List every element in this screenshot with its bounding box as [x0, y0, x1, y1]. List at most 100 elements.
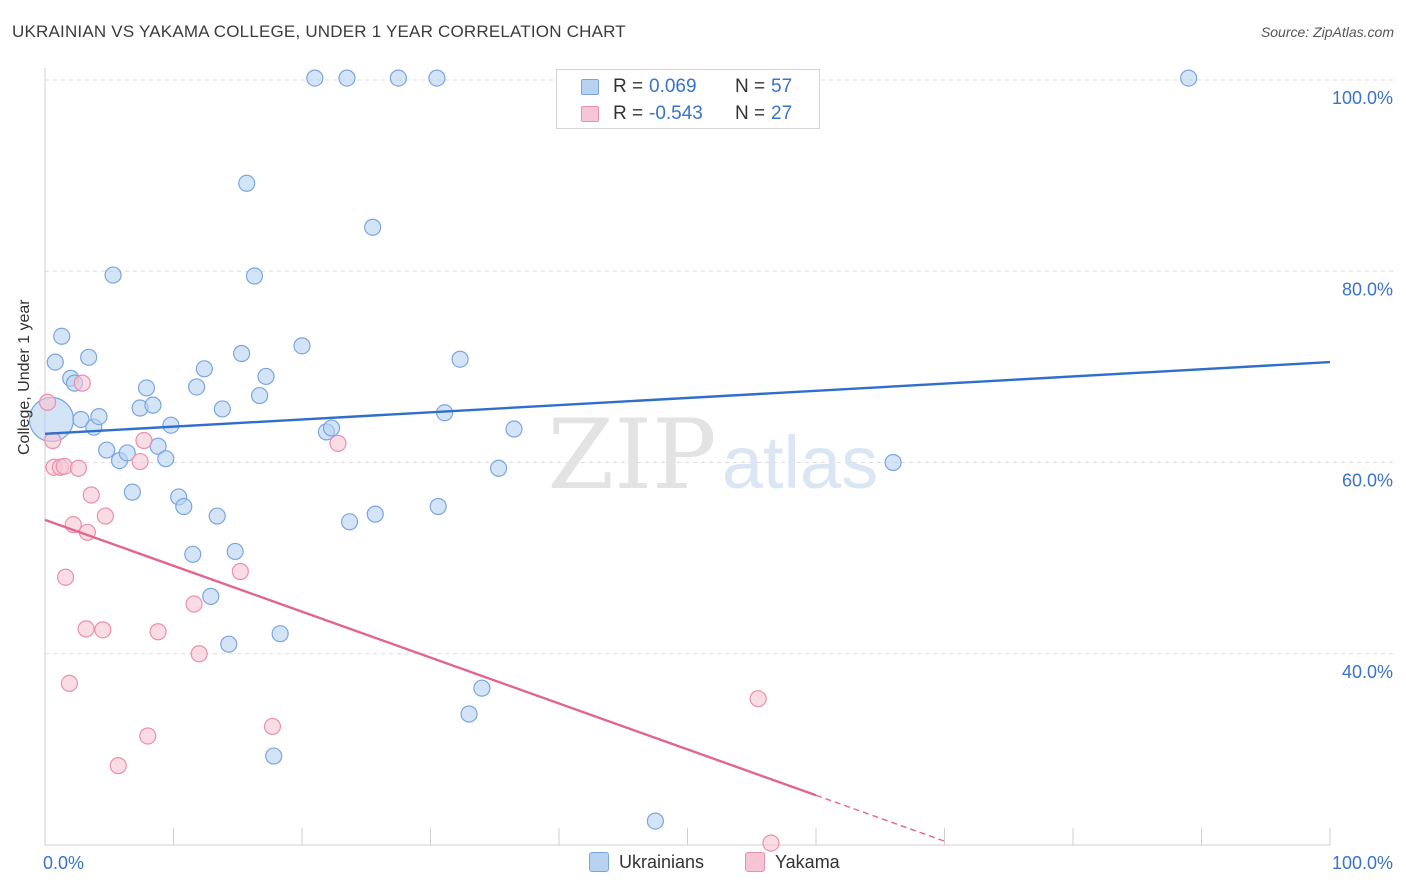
yakama-point [263, 717, 282, 736]
legend-label-yakama: Yakama [775, 852, 840, 872]
yakama-point [149, 623, 167, 641]
yakama-point [131, 452, 149, 471]
yakama-point [38, 393, 57, 411]
yakama-point [139, 727, 157, 745]
ukrainian-point [428, 69, 446, 87]
ukrainian-point [364, 218, 382, 236]
yakama-point [185, 595, 203, 613]
source-label: Source: ZipAtlas.com [1260, 24, 1394, 40]
ukrainians-trend-line [44, 360, 1331, 436]
yakama-point [329, 434, 347, 452]
ukrainian-point [144, 396, 162, 414]
legend-row-yakama: R = -0.543 N = 27 [557, 101, 821, 127]
yakama-point [55, 457, 73, 475]
legend-swatch-pink [581, 106, 599, 122]
ukrainian-point [188, 378, 206, 396]
ukrainian-point [1180, 69, 1198, 87]
ukrainian-point [389, 69, 407, 87]
x-tick-label: 0.0% [43, 853, 84, 873]
data-points [28, 69, 1198, 852]
ukrainian-point [473, 679, 491, 697]
ukrainian-point [884, 453, 902, 472]
ukrainian-point [53, 327, 71, 345]
ukrainian-point [340, 513, 359, 531]
ukrainian-point [646, 812, 664, 830]
ukrainian-point [175, 497, 193, 516]
yakama-point [96, 507, 114, 525]
legend-n-label: N = [735, 103, 766, 124]
yakama-point [94, 621, 112, 639]
legend-item-ukrainians[interactable]: Ukrainians [589, 852, 704, 873]
yakama-point [69, 459, 88, 477]
ukrainian-point [366, 505, 384, 523]
yakama-point [749, 690, 767, 708]
ukrainian-point [429, 497, 447, 516]
yakama-point [135, 431, 153, 450]
ukrainian-point [202, 587, 220, 605]
ukrainian-point [451, 350, 469, 368]
legend-r-value: -0.543 [649, 103, 703, 124]
correlation-legend: R = 0.069 N = 57 R = -0.543 N = 27 [556, 69, 820, 129]
yakama-point [109, 757, 127, 775]
legend-r-label: R = [613, 76, 644, 97]
ukrainian-point [195, 360, 213, 378]
ukrainian-point [80, 348, 98, 366]
y-axis-label: College, Under 1 year [16, 299, 33, 455]
ukrainian-point [271, 625, 289, 643]
y-tick-label: 100.0% [1332, 88, 1393, 108]
legend-swatch-pink [745, 852, 765, 872]
trend-lines [44, 360, 1331, 842]
yakama-point [56, 568, 75, 586]
ukrainian-point [123, 483, 141, 501]
yakama-point [82, 486, 100, 504]
yakama-point [762, 834, 780, 852]
legend-item-yakama[interactable]: Yakama [745, 852, 840, 873]
x-tick-label: 100.0% [1332, 853, 1393, 873]
yakama-point [231, 562, 249, 581]
legend-label-ukrainians: Ukrainians [619, 852, 705, 872]
ukrainian-point [505, 420, 523, 438]
tick-labels: 40.0% 60.0% 80.0% 100.0% 0.0% 100.0% [43, 88, 1393, 873]
legend-n-value: 27 [771, 103, 793, 124]
legend-r-label: R = [613, 103, 644, 124]
watermark-atlas: atlas [722, 421, 878, 504]
ukrainian-point [220, 635, 238, 653]
chart-title: UKRAINIAN VS YAKAMA COLLEGE, UNDER 1 YEA… [12, 22, 626, 41]
ukrainian-point [257, 367, 275, 386]
y-tick-label: 60.0% [1342, 471, 1393, 491]
ukrainian-point [213, 400, 231, 418]
y-tick-label: 80.0% [1342, 279, 1393, 299]
ukrainian-point [226, 542, 244, 561]
legend-n-value: 57 [771, 76, 793, 97]
yakama-point [190, 645, 208, 663]
legend-swatch-blue [581, 79, 599, 95]
ukrainian-point [98, 441, 116, 459]
ukrainian-point [90, 408, 108, 426]
watermark-zip: ZIP [547, 399, 716, 511]
ukrainian-point [306, 69, 324, 87]
yakama-point [77, 620, 95, 638]
legend-r-value: 0.069 [649, 76, 697, 97]
ukrainian-point [245, 267, 264, 285]
ukrainian-point [233, 344, 251, 363]
ukrainian-point [104, 266, 122, 284]
yakama-point [60, 674, 79, 692]
ukrainian-point [208, 507, 226, 525]
yakama-trend-line [44, 518, 817, 797]
legend-swatch-blue [589, 852, 609, 872]
ukrainian-point [490, 459, 508, 477]
legend-n-label: N = [735, 76, 766, 97]
ukrainian-point [460, 705, 478, 723]
yakama-point [73, 374, 91, 392]
y-tick-label: 40.0% [1342, 662, 1393, 682]
ukrainian-point [137, 379, 156, 397]
ukrainian-point [293, 337, 311, 355]
ukrainian-point [157, 450, 175, 468]
ukrainian-point [250, 386, 269, 405]
ukrainian-point [265, 747, 283, 765]
ukrainian-point [46, 353, 64, 371]
ukrainian-point [338, 69, 356, 87]
ukrainian-point [72, 410, 90, 429]
ukrainian-point [118, 444, 136, 462]
